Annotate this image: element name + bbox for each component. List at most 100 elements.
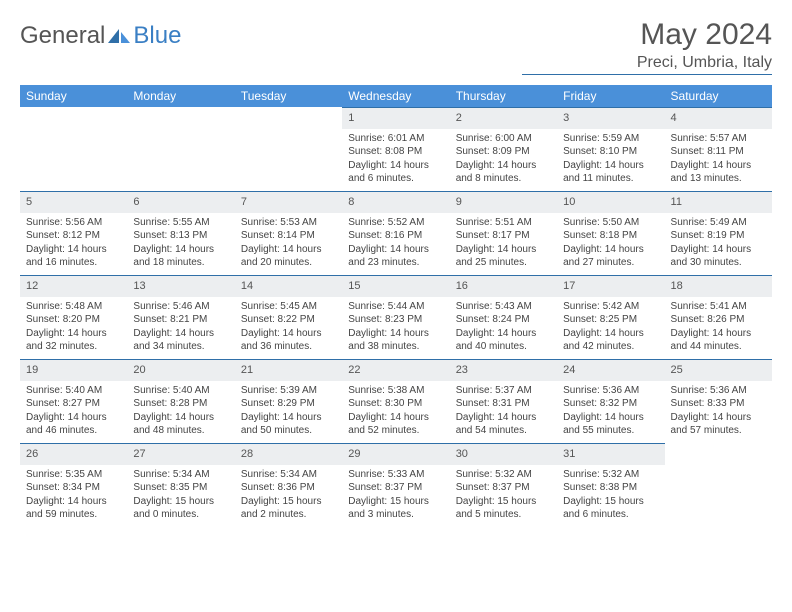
sunrise-text: Sunrise: 5:36 AM [563, 384, 658, 398]
day-body: Sunrise: 5:40 AMSunset: 8:27 PMDaylight:… [20, 381, 127, 442]
day-body: Sunrise: 5:34 AMSunset: 8:35 PMDaylight:… [127, 465, 234, 526]
day-body: Sunrise: 5:50 AMSunset: 8:18 PMDaylight:… [557, 213, 664, 274]
sunrise-text: Sunrise: 5:34 AM [133, 468, 228, 482]
daylight-text: Daylight: 14 hours and 16 minutes. [26, 243, 121, 270]
day-body: Sunrise: 5:43 AMSunset: 8:24 PMDaylight:… [450, 297, 557, 358]
day-number: 30 [450, 443, 557, 465]
daylight-text: Daylight: 15 hours and 2 minutes. [241, 495, 336, 522]
daylight-text: Daylight: 14 hours and 57 minutes. [671, 411, 766, 438]
daylight-text: Daylight: 14 hours and 54 minutes. [456, 411, 551, 438]
day-body: Sunrise: 5:46 AMSunset: 8:21 PMDaylight:… [127, 297, 234, 358]
daylight-text: Daylight: 14 hours and 59 minutes. [26, 495, 121, 522]
sunrise-text: Sunrise: 5:56 AM [26, 216, 121, 230]
daylight-text: Daylight: 14 hours and 55 minutes. [563, 411, 658, 438]
calendar-day-cell: 16Sunrise: 5:43 AMSunset: 8:24 PMDayligh… [450, 275, 557, 359]
daylight-text: Daylight: 14 hours and 27 minutes. [563, 243, 658, 270]
daylight-text: Daylight: 14 hours and 8 minutes. [456, 159, 551, 186]
daylight-text: Daylight: 14 hours and 13 minutes. [671, 159, 766, 186]
day-body: Sunrise: 5:52 AMSunset: 8:16 PMDaylight:… [342, 213, 449, 274]
day-number: 15 [342, 275, 449, 297]
sunrise-text: Sunrise: 5:36 AM [671, 384, 766, 398]
sunset-text: Sunset: 8:28 PM [133, 397, 228, 411]
daylight-text: Daylight: 14 hours and 52 minutes. [348, 411, 443, 438]
sunrise-text: Sunrise: 5:40 AM [133, 384, 228, 398]
calendar-day-cell: 10Sunrise: 5:50 AMSunset: 8:18 PMDayligh… [557, 191, 664, 275]
day-number: 26 [20, 443, 127, 465]
calendar-day-cell: 6Sunrise: 5:55 AMSunset: 8:13 PMDaylight… [127, 191, 234, 275]
sunset-text: Sunset: 8:31 PM [456, 397, 551, 411]
calendar-day-cell: 29Sunrise: 5:33 AMSunset: 8:37 PMDayligh… [342, 443, 449, 527]
calendar-day-cell: 30Sunrise: 5:32 AMSunset: 8:37 PMDayligh… [450, 443, 557, 527]
sunrise-text: Sunrise: 5:41 AM [671, 300, 766, 314]
day-body: Sunrise: 6:01 AMSunset: 8:08 PMDaylight:… [342, 129, 449, 190]
daylight-text: Daylight: 15 hours and 3 minutes. [348, 495, 443, 522]
sunrise-text: Sunrise: 5:52 AM [348, 216, 443, 230]
day-number: 17 [557, 275, 664, 297]
calendar-day-cell: 11Sunrise: 5:49 AMSunset: 8:19 PMDayligh… [665, 191, 772, 275]
day-number: 13 [127, 275, 234, 297]
day-number: 6 [127, 191, 234, 213]
calendar-day-cell [235, 107, 342, 191]
sunset-text: Sunset: 8:38 PM [563, 481, 658, 495]
calendar-day-cell: 17Sunrise: 5:42 AMSunset: 8:25 PMDayligh… [557, 275, 664, 359]
daylight-text: Daylight: 14 hours and 38 minutes. [348, 327, 443, 354]
day-body: Sunrise: 5:51 AMSunset: 8:17 PMDaylight:… [450, 213, 557, 274]
day-body: Sunrise: 5:42 AMSunset: 8:25 PMDaylight:… [557, 297, 664, 358]
day-number: 18 [665, 275, 772, 297]
daylight-text: Daylight: 15 hours and 6 minutes. [563, 495, 658, 522]
day-number: 29 [342, 443, 449, 465]
calendar-week-row: 1Sunrise: 6:01 AMSunset: 8:08 PMDaylight… [20, 107, 772, 191]
weekday-header: Sunday [20, 85, 127, 107]
daylight-text: Daylight: 14 hours and 6 minutes. [348, 159, 443, 186]
day-body: Sunrise: 5:34 AMSunset: 8:36 PMDaylight:… [235, 465, 342, 526]
sunrise-text: Sunrise: 5:40 AM [26, 384, 121, 398]
calendar-day-cell: 21Sunrise: 5:39 AMSunset: 8:29 PMDayligh… [235, 359, 342, 443]
month-title: May 2024 [522, 18, 772, 52]
sunset-text: Sunset: 8:11 PM [671, 145, 766, 159]
sunset-text: Sunset: 8:34 PM [26, 481, 121, 495]
calendar-day-cell: 20Sunrise: 5:40 AMSunset: 8:28 PMDayligh… [127, 359, 234, 443]
day-number: 21 [235, 359, 342, 381]
day-body: Sunrise: 5:53 AMSunset: 8:14 PMDaylight:… [235, 213, 342, 274]
day-number: 7 [235, 191, 342, 213]
sunset-text: Sunset: 8:09 PM [456, 145, 551, 159]
calendar-day-cell: 18Sunrise: 5:41 AMSunset: 8:26 PMDayligh… [665, 275, 772, 359]
sunrise-text: Sunrise: 5:46 AM [133, 300, 228, 314]
calendar-day-cell: 1Sunrise: 6:01 AMSunset: 8:08 PMDaylight… [342, 107, 449, 191]
day-number: 3 [557, 107, 664, 129]
daylight-text: Daylight: 14 hours and 30 minutes. [671, 243, 766, 270]
sunset-text: Sunset: 8:25 PM [563, 313, 658, 327]
title-block: May 2024 Preci, Umbria, Italy [522, 18, 772, 75]
calendar-table: Sunday Monday Tuesday Wednesday Thursday… [20, 85, 772, 527]
day-body: Sunrise: 5:33 AMSunset: 8:37 PMDaylight:… [342, 465, 449, 526]
day-number: 22 [342, 359, 449, 381]
sunset-text: Sunset: 8:12 PM [26, 229, 121, 243]
day-number: 23 [450, 359, 557, 381]
day-number: 24 [557, 359, 664, 381]
day-body: Sunrise: 5:39 AMSunset: 8:29 PMDaylight:… [235, 381, 342, 442]
weekday-header: Saturday [665, 85, 772, 107]
day-body: Sunrise: 5:36 AMSunset: 8:33 PMDaylight:… [665, 381, 772, 442]
day-number: 8 [342, 191, 449, 213]
calendar-day-cell: 13Sunrise: 5:46 AMSunset: 8:21 PMDayligh… [127, 275, 234, 359]
sunrise-text: Sunrise: 5:35 AM [26, 468, 121, 482]
day-number: 11 [665, 191, 772, 213]
sunrise-text: Sunrise: 5:53 AM [241, 216, 336, 230]
day-body: Sunrise: 5:55 AMSunset: 8:13 PMDaylight:… [127, 213, 234, 274]
logo: General Blue [20, 18, 181, 50]
calendar-day-cell: 26 Sunrise: 5:35 AMSunset: 8:34 PMDayligh… [20, 443, 127, 527]
day-number: 4 [665, 107, 772, 129]
sunrise-text: Sunrise: 5:49 AM [671, 216, 766, 230]
sunrise-text: Sunrise: 5:59 AM [563, 132, 658, 146]
calendar-day-cell: 31Sunrise: 5:32 AMSunset: 8:38 PMDayligh… [557, 443, 664, 527]
weekday-header: Wednesday [342, 85, 449, 107]
day-body: Sunrise: 5:41 AMSunset: 8:26 PMDaylight:… [665, 297, 772, 358]
sunset-text: Sunset: 8:10 PM [563, 145, 658, 159]
calendar-day-cell [20, 107, 127, 191]
sunrise-text: Sunrise: 5:42 AM [563, 300, 658, 314]
day-body: Sunrise: 5:56 AMSunset: 8:12 PMDaylight:… [20, 213, 127, 274]
calendar-day-cell: 14Sunrise: 5:45 AMSunset: 8:22 PMDayligh… [235, 275, 342, 359]
sunrise-text: Sunrise: 5:37 AM [456, 384, 551, 398]
sunset-text: Sunset: 8:36 PM [241, 481, 336, 495]
sunset-text: Sunset: 8:14 PM [241, 229, 336, 243]
